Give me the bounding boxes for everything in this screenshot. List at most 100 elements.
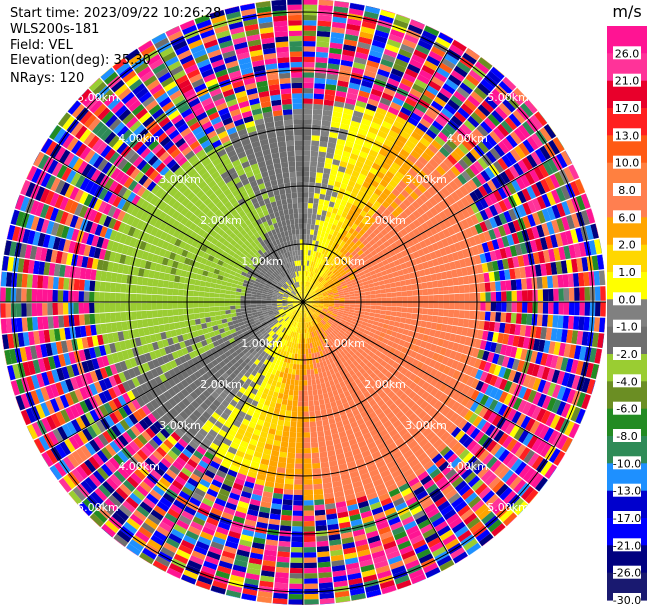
velocity-gate (503, 512, 518, 527)
velocity-gate (265, 326, 271, 332)
velocity-gate (446, 358, 455, 368)
velocity-gate (284, 329, 289, 335)
velocity-gate (417, 378, 426, 388)
velocity-gate (176, 382, 185, 391)
velocity-gate (331, 164, 339, 171)
velocity-gate (418, 592, 435, 604)
velocity-gate (342, 229, 349, 237)
velocity-gate (357, 259, 365, 265)
velocity-gate (576, 392, 586, 408)
velocity-gate (367, 54, 381, 64)
velocity-gate (290, 379, 295, 386)
velocity-gate (340, 414, 348, 421)
velocity-gate (446, 513, 460, 525)
velocity-gate (451, 223, 461, 234)
velocity-gate (442, 339, 450, 349)
velocity-gate (173, 499, 186, 510)
velocity-gate (349, 309, 355, 313)
velocity-gate (390, 287, 397, 293)
velocity-gate (212, 351, 220, 359)
velocity-gate (430, 76, 445, 87)
velocity-gate (338, 369, 345, 377)
velocity-gate (461, 248, 470, 259)
velocity-gate (314, 410, 321, 417)
velocity-gate (294, 305, 300, 309)
velocity-gate (287, 312, 292, 317)
velocity-gate (419, 118, 432, 129)
velocity-gate (461, 374, 470, 385)
velocity-gate (145, 427, 156, 439)
velocity-gate (442, 279, 449, 287)
velocity-gate (306, 353, 309, 360)
velocity-gate (392, 406, 401, 416)
velocity-gate (397, 401, 407, 411)
velocity-gate (244, 371, 251, 378)
velocity-gate (201, 474, 213, 484)
velocity-gate (581, 210, 591, 226)
velocity-gate (254, 365, 261, 372)
velocity-gate (303, 213, 308, 219)
velocity-gate (217, 521, 231, 531)
velocity-gate (450, 165, 461, 177)
velocity-gate (226, 416, 236, 425)
velocity-gate (363, 432, 372, 440)
velocity-gate (398, 427, 409, 437)
velocity-gate (113, 453, 125, 467)
velocity-gate (100, 502, 115, 516)
velocity-gate (483, 195, 494, 207)
velocity-gate (363, 249, 371, 256)
velocity-gate (306, 306, 310, 311)
velocity-gate (158, 393, 168, 404)
velocity-gate (505, 280, 512, 291)
velocity-gate (282, 315, 288, 320)
velocity-gate (317, 204, 324, 210)
velocity-gate (330, 549, 343, 557)
velocity-gate (506, 408, 517, 422)
velocity-gate (311, 314, 316, 320)
velocity-gate (541, 193, 552, 208)
velocity-gate (480, 78, 495, 92)
velocity-gate (193, 370, 202, 379)
velocity-gate (404, 435, 415, 446)
velocity-gate (324, 348, 330, 355)
velocity-gate (388, 229, 396, 238)
velocity-gate (478, 533, 494, 547)
velocity-gate (307, 218, 312, 225)
velocity-gate (211, 359, 219, 367)
velocity-gate (378, 391, 387, 399)
velocity-gate (556, 202, 566, 217)
velocity-gate (345, 428, 354, 436)
velocity-gate (464, 17, 481, 30)
velocity-gate (542, 289, 549, 301)
velocity-gate (256, 379, 263, 386)
velocity-gate (497, 157, 509, 171)
velocity-gate (375, 257, 382, 264)
velocity-gate (334, 214, 341, 221)
velocity-gate (364, 287, 370, 292)
velocity-gate (308, 302, 314, 305)
velocity-gate (241, 458, 252, 466)
velocity-gate (341, 271, 347, 277)
velocity-gate (286, 330, 291, 336)
velocity-gate (531, 198, 542, 212)
velocity-gate (250, 363, 257, 370)
velocity-gate (422, 334, 430, 342)
velocity-gate (478, 320, 485, 330)
velocity-gate (325, 370, 332, 377)
velocity-gate (363, 329, 370, 335)
velocity-gate (449, 333, 457, 342)
velocity-gate (378, 318, 385, 324)
velocity-gate (466, 376, 475, 387)
velocity-gate (455, 188, 465, 199)
velocity-gate (318, 225, 323, 232)
velocity-gate (175, 456, 187, 467)
velocity-gate (574, 178, 586, 195)
velocity-gate (312, 473, 322, 480)
velocity-gate (496, 237, 505, 249)
velocity-gate (327, 63, 340, 70)
velocity-gate (534, 238, 543, 252)
velocity-gate (321, 319, 327, 325)
velocity-gate (320, 461, 330, 469)
velocity-gate (376, 107, 388, 116)
velocity-gate (421, 282, 428, 289)
